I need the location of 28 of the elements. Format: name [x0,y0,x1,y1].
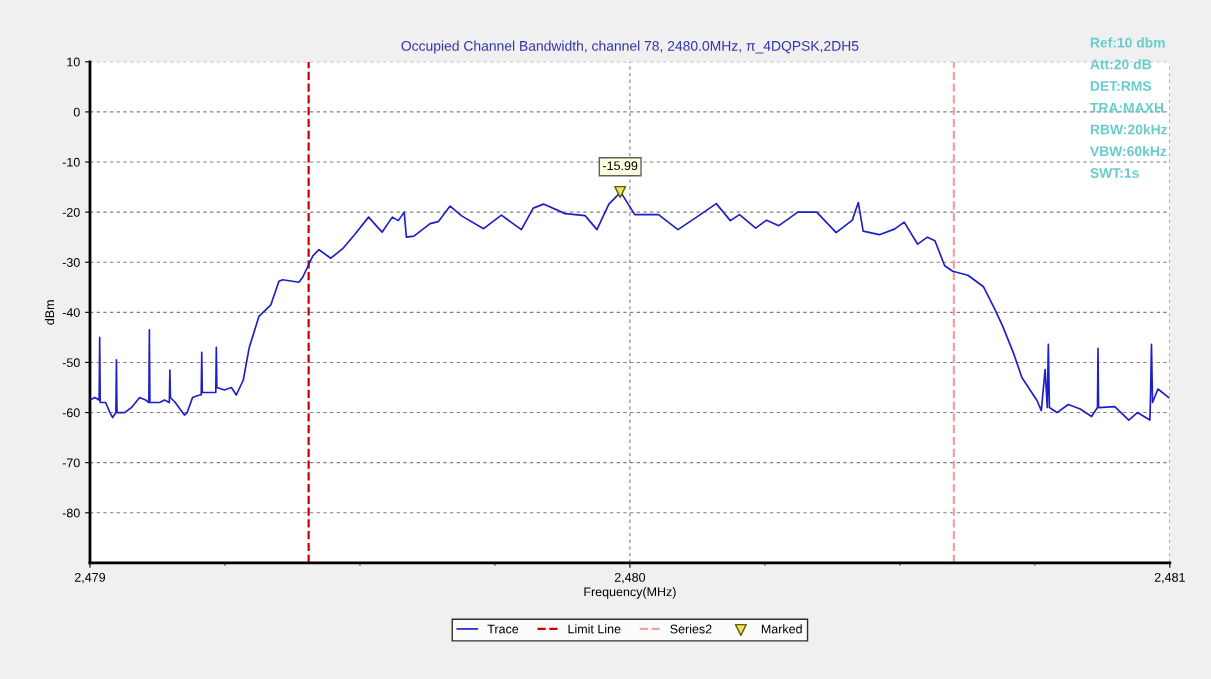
y-tick-label: -10 [62,157,80,167]
x-tick-label: 2,480 [614,572,646,584]
annotation: SWT:1s [1090,168,1139,178]
y-axis-title: dBm [44,300,55,325]
text: Ref:10 dbm [1090,37,1165,48]
y-tick-label: -50 [62,358,80,368]
y-tick-label: -60 [62,408,80,418]
legend-label: Series2 [670,624,712,634]
chart-title: Occupied Channel Bandwidth, channel 78, 2480.0MHz, π_4DQPSK,2DH5 [401,40,859,54]
y-tick-label: -20 [62,207,80,217]
y-tick-label: -30 [62,258,80,267]
legend-label: Limit Line [568,624,621,634]
x-tick-label: 2,479 [74,572,106,584]
legend-label: Trace [487,624,519,634]
x-tick-label: 2,481 [1154,572,1185,584]
y-tick-label: -40 [62,308,80,317]
y-tick-label: -70 [62,458,80,468]
data-label: -15.99 [603,161,638,171]
annotation: TRA:MAXH [1090,103,1164,113]
y-tick-label: -80 [62,508,80,518]
annotation: VBW:60kHz [1090,145,1167,157]
x-axis-title: Frequency(MHz) [584,587,676,599]
legend-label: Marked [761,624,802,634]
y-tick-label: 10 [67,57,80,67]
annotation: Att:20 dB [1090,59,1151,70]
annotation: DET:RMS [1090,81,1152,91]
y-tick-label: 0 [73,107,80,117]
annotation: RBW:20kHz [1090,124,1168,135]
